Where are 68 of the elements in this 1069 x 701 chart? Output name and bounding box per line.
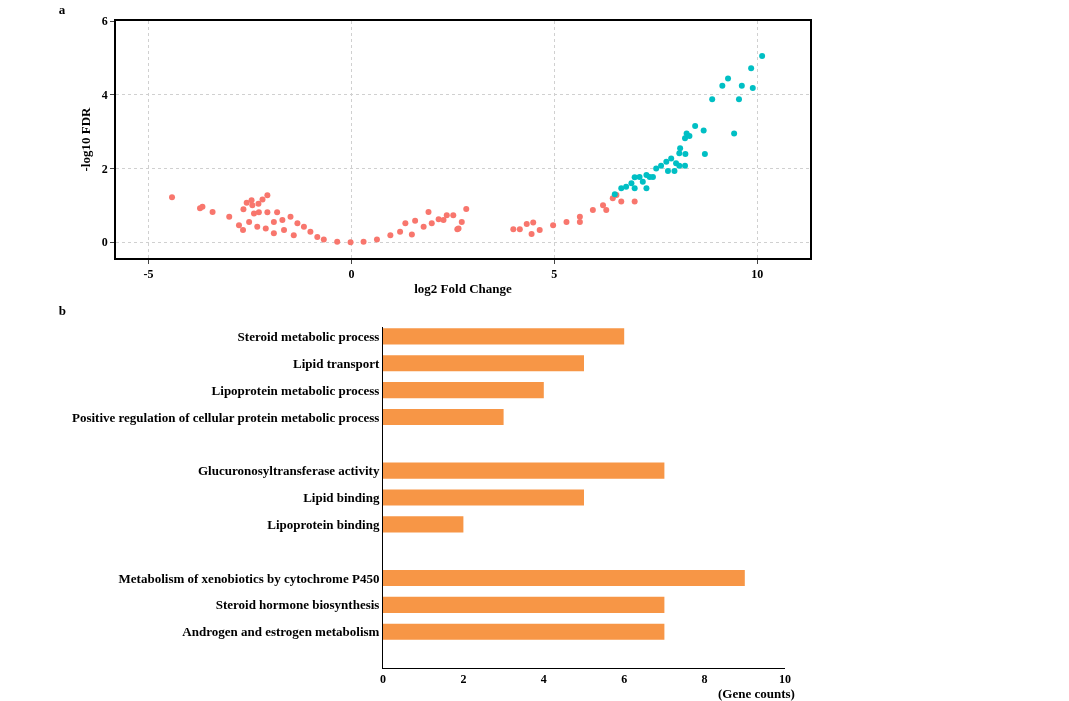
y-tick-label: Glucuronosyltransferase activity	[198, 463, 380, 479]
y-tick-label: Lipoprotein binding	[267, 516, 380, 532]
point	[668, 155, 675, 162]
y-axis-title: -log10 FDR	[78, 106, 94, 172]
x-tick-label: 10	[779, 672, 791, 687]
x-tick-label: 5	[551, 267, 558, 282]
y-tick-label: Androgen and estrogen metabolism	[182, 624, 380, 640]
point	[731, 130, 738, 137]
y-tick-label: 4	[101, 87, 108, 102]
y-tick-label: Lipid binding	[303, 490, 380, 506]
point	[631, 174, 638, 181]
x-tick-label: 6	[621, 672, 628, 687]
point	[658, 162, 665, 169]
point	[748, 65, 755, 72]
point	[631, 185, 638, 192]
bar	[383, 382, 544, 399]
point	[719, 82, 726, 89]
y-tick-label: Steroid hormone biosynthesis	[215, 597, 380, 613]
point	[636, 173, 643, 180]
point	[738, 82, 745, 89]
point	[735, 96, 742, 103]
point	[682, 151, 689, 158]
point	[749, 85, 756, 92]
point	[725, 75, 732, 82]
point	[653, 165, 660, 172]
text: b	[58, 303, 67, 319]
y-tick-label: 2	[101, 161, 108, 176]
point	[759, 53, 766, 60]
point	[671, 168, 678, 175]
y-tick-label: Lipid transport	[293, 355, 381, 371]
y-tick-label: Metabolism of xenobiotics by cytochrome P450	[118, 570, 380, 586]
x-axis-title: (Gene counts)	[718, 686, 795, 701]
point	[676, 150, 683, 157]
bar	[383, 489, 584, 506]
point	[618, 185, 625, 192]
y-tick-label: Lipoprotein metabolic process	[211, 382, 380, 398]
bar	[383, 516, 464, 533]
bar	[383, 623, 665, 640]
x-axis-title: log2 Fold Change	[414, 281, 512, 297]
point	[682, 162, 688, 169]
x-tick-label: 0	[348, 267, 355, 282]
x-tick-label: 8	[701, 672, 708, 687]
point	[709, 96, 716, 103]
point	[700, 127, 707, 134]
bar	[383, 570, 745, 587]
x-tick-label: 4	[540, 672, 547, 687]
y-tick-label: 0	[101, 235, 108, 250]
y-tick-label: Steroid metabolic process	[237, 328, 380, 344]
point	[663, 158, 670, 165]
point	[628, 180, 635, 187]
y-tick-label: 6	[101, 14, 108, 29]
bar	[383, 408, 504, 425]
x-tick-label: 2	[460, 672, 467, 687]
point	[639, 178, 646, 185]
point	[692, 123, 699, 130]
bar	[383, 596, 665, 613]
chart-title: a	[58, 1, 66, 17]
x-tick-label: -5	[143, 267, 154, 282]
bar	[383, 328, 625, 345]
y-tick-label: Positive regulation of cellular protein metabolic process	[71, 409, 380, 425]
point	[623, 183, 630, 190]
bar	[383, 355, 584, 372]
point	[701, 151, 708, 158]
x-tick-label: 10	[751, 267, 764, 282]
point	[664, 168, 671, 175]
point	[643, 185, 650, 192]
point	[677, 145, 684, 152]
bar	[383, 462, 665, 479]
